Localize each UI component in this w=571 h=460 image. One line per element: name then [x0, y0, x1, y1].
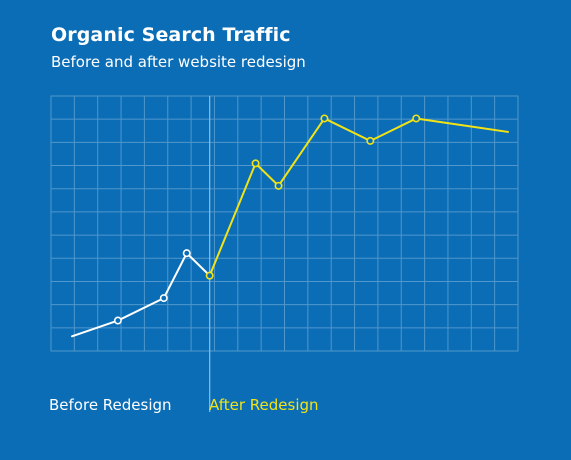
- data-point-after: [412, 114, 421, 123]
- data-point-after: [205, 271, 214, 280]
- data-point-after: [320, 114, 329, 123]
- data-point-after: [251, 159, 260, 168]
- legend-after-redesign: After Redesign: [209, 396, 319, 414]
- series-line-before: [71, 252, 211, 338]
- data-point-before: [182, 249, 191, 258]
- data-point-after: [274, 181, 283, 190]
- chart-subtitle: Before and after website redesign: [51, 53, 306, 71]
- chart-grid: [50, 95, 519, 412]
- legend-before-redesign: Before Redesign: [49, 396, 172, 414]
- data-point-before: [113, 316, 122, 325]
- data-point-after: [366, 136, 375, 145]
- chart-markers: [113, 114, 421, 325]
- chart-title: Organic Search Traffic: [51, 24, 291, 46]
- chart-lines: [71, 117, 509, 338]
- data-point-before: [159, 294, 168, 303]
